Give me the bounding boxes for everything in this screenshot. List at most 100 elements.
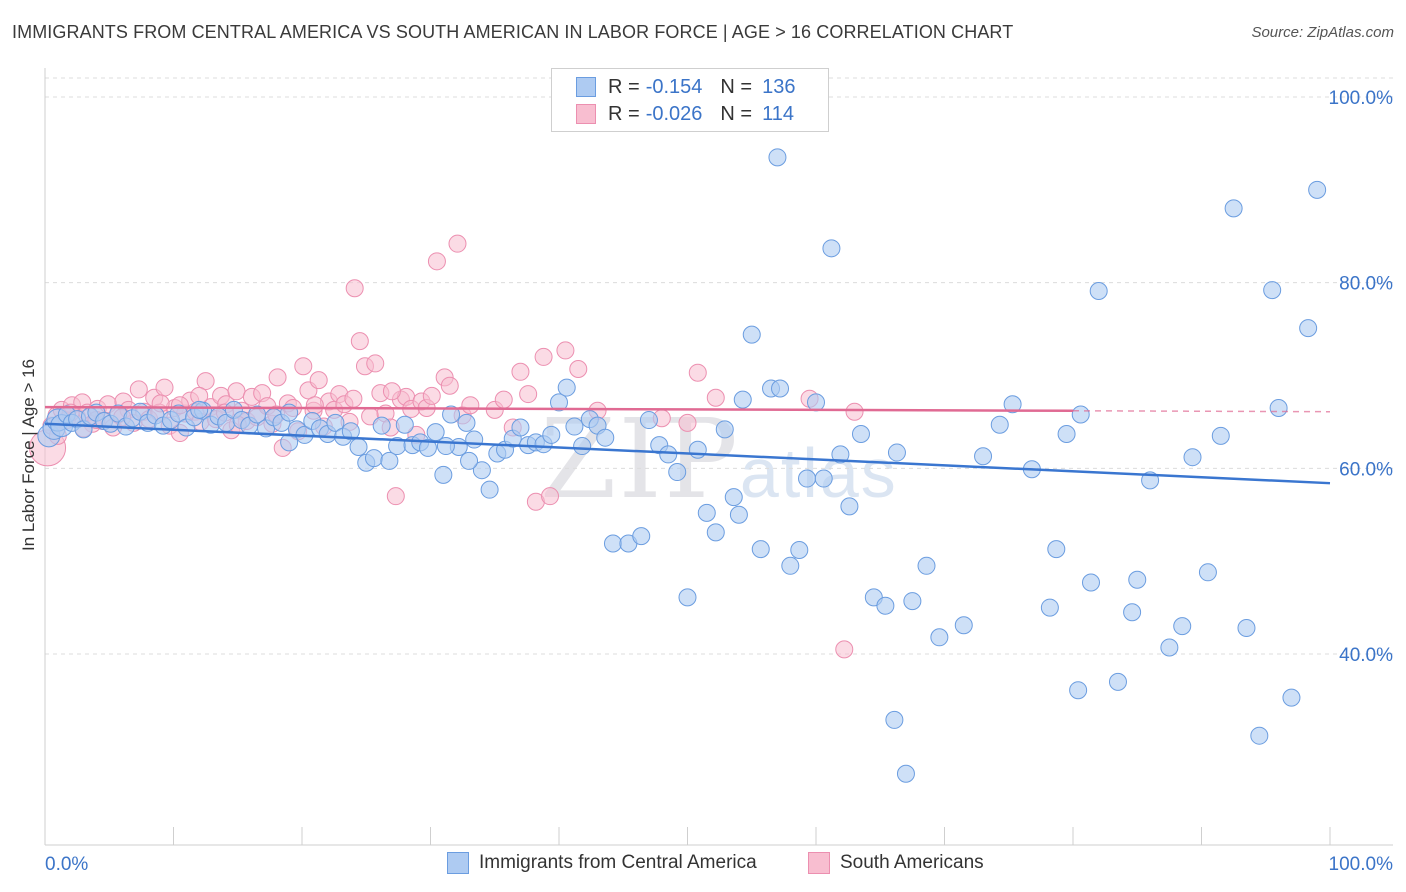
central-america-point: [1308, 180, 1327, 199]
central-america-point: [550, 393, 568, 412]
central-america-point: [418, 438, 437, 457]
south-american-point: [706, 388, 725, 407]
central-america-point: [724, 488, 743, 507]
central-america-point: [1173, 617, 1192, 636]
central-america-point: [573, 437, 592, 456]
axis-labels: 40.0% 60.0% 80.0% 100.0% 0.0% 100.0% In Labor …: [19, 88, 1393, 875]
bottom-legend-label: Immigrants from Central America: [479, 852, 757, 873]
grid-lines: [45, 77, 1393, 655]
central-america-point: [697, 503, 716, 522]
central-america-point: [457, 413, 476, 432]
south-american-point: [422, 386, 441, 405]
central-america-point: [472, 461, 491, 480]
central-america-point: [1263, 281, 1282, 300]
central-america-point: [1128, 570, 1147, 589]
central-america-point: [596, 428, 615, 447]
central-america-point: [557, 378, 576, 397]
central-america-point: [1040, 598, 1059, 617]
central-america-point: [781, 556, 800, 575]
central-america-point: [603, 534, 622, 553]
central-america-point: [426, 423, 445, 442]
watermark: ZIPatlas: [540, 395, 898, 523]
central-america-point: [1269, 398, 1288, 417]
correlation-legend: R = -0.154 N = 136 R = -0.026 N = 114: [551, 68, 829, 132]
central-america-point: [372, 416, 391, 435]
central-america-point: [460, 451, 479, 470]
central-america-point: [364, 449, 383, 468]
central-america-point: [442, 405, 461, 424]
central-america-point: [742, 325, 761, 344]
central-america-point: [954, 616, 973, 635]
central-america-point: [851, 424, 870, 443]
central-america-point: [632, 527, 651, 546]
central-america-point: [715, 420, 734, 439]
watermark-zip: ZIP: [540, 395, 740, 523]
central-america-point: [706, 523, 725, 542]
south-american-point: [511, 362, 530, 381]
south-american-point: [294, 357, 313, 376]
central-america-point: [565, 417, 584, 436]
central-america-point: [465, 430, 484, 449]
central-america-trend-line: [44, 422, 1331, 485]
central-america-point: [798, 469, 817, 488]
central-america-point: [511, 418, 530, 437]
central-america-point: [1108, 672, 1127, 691]
central-america-point: [729, 505, 748, 524]
central-america-point: [395, 415, 414, 434]
south-american-point: [366, 354, 385, 373]
chart-title: IMMIGRANTS FROM CENTRAL AMERICA VS SOUTH…: [12, 22, 1014, 42]
central-america-point: [1003, 395, 1022, 414]
bottom-legend-south-americans: South Americans: [808, 852, 984, 874]
central-america-point: [876, 596, 895, 615]
south-american-point: [556, 341, 575, 360]
central-america-point: [436, 437, 455, 456]
south-american-point: [305, 396, 324, 415]
legend-row-south-americans: R = -0.026 N = 114: [576, 101, 794, 127]
central-america-point: [1160, 638, 1179, 657]
central-america-point: [688, 440, 707, 459]
central-america-point: [1250, 726, 1269, 745]
y-tick-label: 100.0%: [1329, 88, 1394, 109]
central-america-point: [896, 764, 915, 783]
south-american-point: [427, 252, 446, 271]
y-tick-label: 60.0%: [1339, 459, 1393, 480]
legend-n-value: 136: [762, 75, 796, 98]
central-america-point: [1071, 405, 1090, 424]
south-american-point: [129, 380, 148, 399]
central-america-point: [974, 447, 993, 466]
south-american-point: [494, 390, 513, 409]
central-america-point: [1183, 448, 1202, 467]
central-america-point: [990, 415, 1009, 434]
central-america-point: [1211, 426, 1230, 445]
south-american-point: [835, 640, 854, 659]
south-american-point: [688, 363, 707, 382]
central-america-point: [930, 628, 949, 647]
central-america-point: [1282, 688, 1301, 707]
south-american-point: [845, 402, 864, 421]
legend-row-central-america: R = -0.154 N = 136: [576, 74, 795, 100]
south-american-point: [227, 382, 246, 401]
central-america-point: [668, 463, 687, 482]
central-america-point: [885, 710, 904, 729]
y-axis-label: In Labor Force | Age > 16: [19, 359, 38, 551]
south-american-point: [268, 368, 287, 387]
legend-swatch-pink: [576, 104, 596, 124]
bottom-legend-swatch-pink: [808, 852, 830, 874]
south-american-trend-line: [44, 405, 1074, 413]
south-american-point: [155, 378, 174, 397]
bottom-legend-central-america: Immigrants from Central America: [447, 852, 757, 874]
central-america-point: [678, 588, 697, 607]
central-america-point: [903, 592, 922, 611]
chart-source: Source: ZipAtlas.com: [1251, 24, 1394, 41]
central-america-point: [807, 393, 825, 412]
central-america-point: [1089, 282, 1108, 301]
south-american-point: [440, 376, 459, 395]
south-american-point: [196, 372, 215, 391]
south-american-point: [345, 279, 364, 298]
central-america-point: [1123, 603, 1142, 622]
central-america-points: [37, 148, 1327, 783]
x-tick-label: 100.0%: [1329, 854, 1394, 875]
central-america-point: [1047, 540, 1066, 559]
south-american-point: [541, 487, 560, 506]
